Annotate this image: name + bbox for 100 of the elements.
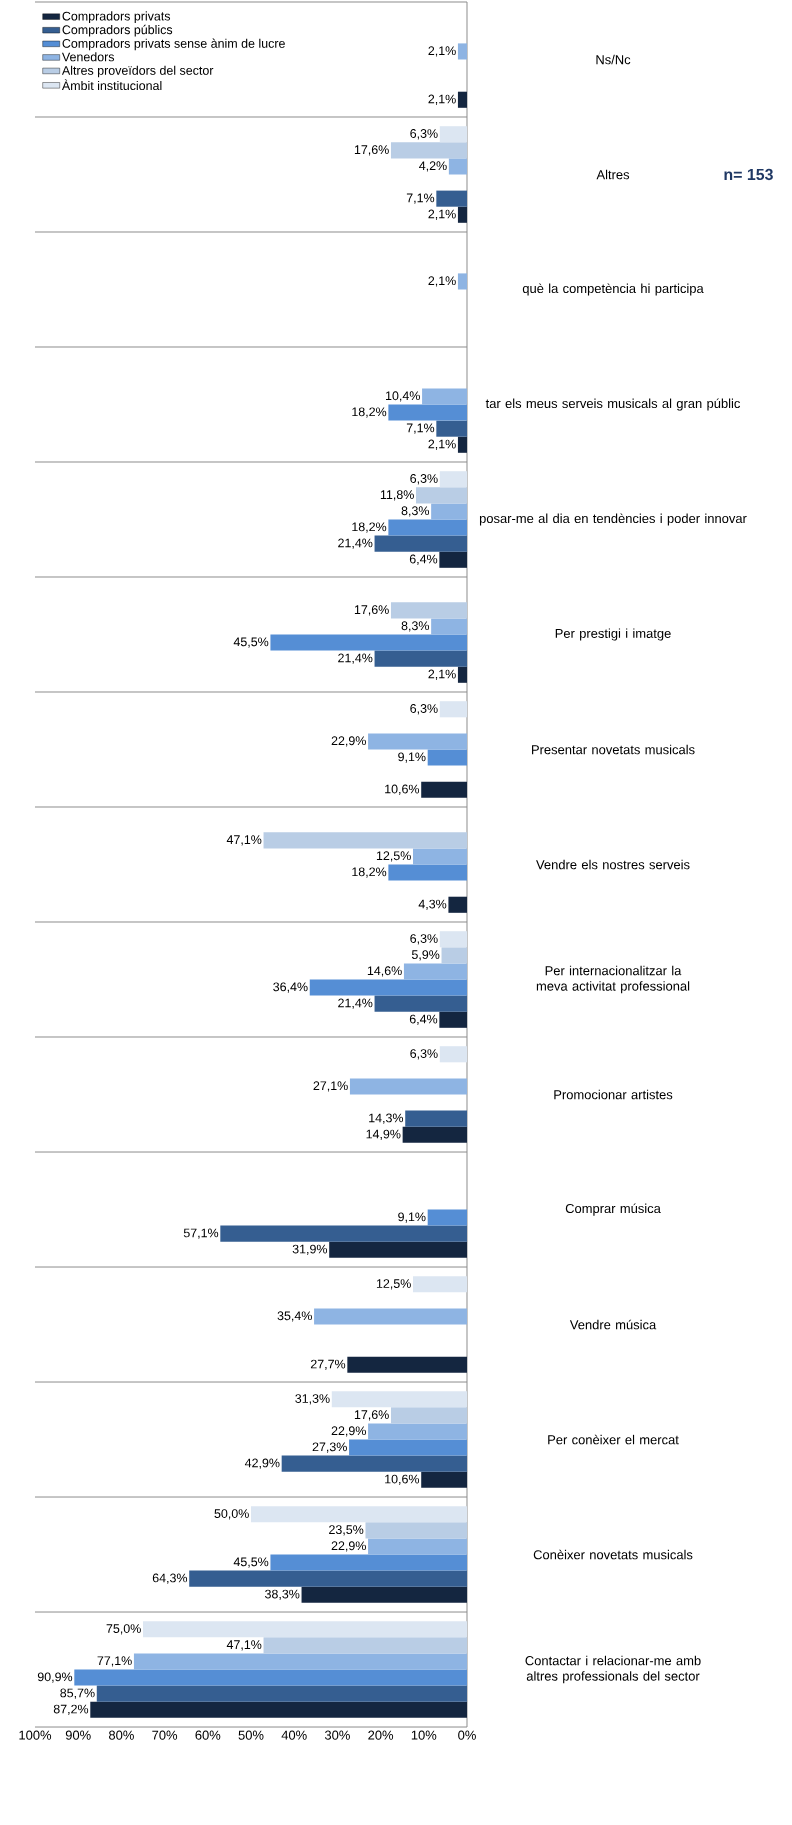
- data-label: 17,6%: [354, 605, 389, 616]
- bar: [365, 1522, 467, 1539]
- data-label: 2,1%: [428, 94, 456, 105]
- legend-label: Àmbit institucional: [61, 79, 162, 91]
- data-label: 23,5%: [329, 1525, 364, 1536]
- data-label: 7,1%: [406, 423, 435, 434]
- bar: [413, 1276, 467, 1293]
- bar: [349, 1439, 467, 1456]
- bar: [421, 1471, 467, 1488]
- bar: [448, 896, 467, 913]
- data-label: 2,1%: [428, 209, 456, 220]
- bar: [220, 1225, 467, 1242]
- data-label: 14,3%: [369, 1113, 404, 1124]
- data-label: 21,4%: [338, 653, 373, 664]
- bar: [390, 142, 467, 159]
- bar: [439, 471, 467, 488]
- data-label: 6,3%: [410, 934, 438, 945]
- x-tick-label: 90%: [65, 1730, 91, 1740]
- data-label: 2,1%: [428, 46, 456, 57]
- data-label: 14,6%: [367, 966, 402, 977]
- data-label: 27,7%: [310, 1359, 346, 1370]
- bar: [427, 1209, 467, 1226]
- bar: [270, 1554, 467, 1571]
- y-tick-label: Presentar novetats musicals: [532, 744, 695, 755]
- data-label: 6,3%: [410, 129, 438, 140]
- bar: [439, 551, 467, 568]
- bar: [390, 1407, 467, 1424]
- data-label: 85,7%: [60, 1688, 95, 1699]
- x-tick-label: 20%: [368, 1730, 394, 1740]
- y-tick-label: Promocionar artistes: [554, 1089, 673, 1100]
- data-label: 21,4%: [338, 538, 373, 549]
- data-label: 42,9%: [244, 1458, 280, 1469]
- text: n= 153: [724, 168, 773, 181]
- bar: [388, 864, 467, 881]
- data-label: 38,3%: [265, 1589, 300, 1600]
- x-tick-label: 30%: [324, 1730, 350, 1740]
- x-tick-label: 50%: [238, 1730, 264, 1740]
- data-label: 7,1%: [406, 193, 435, 204]
- y-tick-label: tar els meus serveis musicals al gran públic: [485, 398, 741, 411]
- data-label: 2,1%: [428, 439, 456, 450]
- data-label: 57,1%: [183, 1228, 219, 1239]
- bar: [331, 1391, 467, 1408]
- bar: [251, 1506, 467, 1523]
- data-label: 31,3%: [295, 1394, 330, 1405]
- x-tick-label: 10%: [411, 1730, 437, 1740]
- x-tick-label: 70%: [152, 1730, 178, 1740]
- data-label: 2,1%: [428, 669, 456, 680]
- y-tick-label: posar-me al dia en tendències i poder innovar: [479, 513, 747, 526]
- data-label: 21,4%: [338, 998, 373, 1009]
- bar: [439, 1046, 467, 1063]
- bar: [421, 781, 467, 798]
- bar: [457, 436, 467, 453]
- x-tick-label: 0%: [458, 1730, 476, 1740]
- bar: [405, 1110, 467, 1127]
- data-label: 6,4%: [409, 554, 438, 565]
- data-label: 6,3%: [410, 474, 438, 485]
- data-label: 22,9%: [331, 1541, 366, 1552]
- data-label: 27,1%: [313, 1081, 348, 1092]
- bar: [133, 1653, 467, 1670]
- data-label: 10,6%: [385, 784, 420, 795]
- data-label: 45,5%: [233, 1557, 269, 1568]
- bar: [439, 1011, 467, 1028]
- bar: [427, 749, 467, 766]
- bar: [74, 1669, 467, 1686]
- bar: [368, 1423, 467, 1440]
- data-label: 4,2%: [419, 161, 447, 172]
- data-label: 47,1%: [226, 1640, 262, 1651]
- data-label: 6,4%: [409, 1014, 438, 1025]
- data-label: 6,3%: [410, 704, 438, 715]
- x-tick-label: 40%: [281, 1730, 307, 1740]
- bar: [403, 963, 467, 980]
- bar: [301, 1586, 467, 1603]
- data-label: 17,6%: [354, 1410, 389, 1421]
- data-label: 10,6%: [385, 1474, 420, 1485]
- bar: [390, 602, 467, 619]
- bar: [436, 190, 467, 207]
- data-label: 9,1%: [398, 1212, 426, 1223]
- y-tick-label: Per prestigi i imatge: [555, 628, 671, 641]
- bar: [388, 519, 467, 536]
- bar: [96, 1685, 467, 1702]
- bar: [416, 487, 467, 504]
- bar: [441, 947, 467, 964]
- data-label: 35,4%: [277, 1311, 312, 1322]
- y-tick-label: Vendre els nostres serveis: [536, 859, 690, 870]
- bar: [329, 1241, 467, 1258]
- data-label: 14,9%: [366, 1129, 401, 1140]
- bar: [457, 43, 467, 60]
- y-tick-label: Per internacionalitzar la meva activitat professional: [536, 965, 690, 994]
- bar: [374, 535, 467, 552]
- bar: [349, 1078, 467, 1095]
- data-label: 90,9%: [37, 1672, 73, 1683]
- data-label: 22,9%: [331, 736, 366, 747]
- bar: [402, 1126, 467, 1143]
- data-label: 18,2%: [352, 867, 387, 878]
- data-label: 47,1%: [226, 835, 262, 846]
- y-tick-label: Vendre música: [569, 1319, 657, 1330]
- data-label: 87,2%: [53, 1704, 89, 1715]
- data-label: 50,0%: [214, 1509, 249, 1520]
- data-label: 4,3%: [418, 899, 447, 910]
- y-tick-label: Comprar música: [565, 1203, 661, 1216]
